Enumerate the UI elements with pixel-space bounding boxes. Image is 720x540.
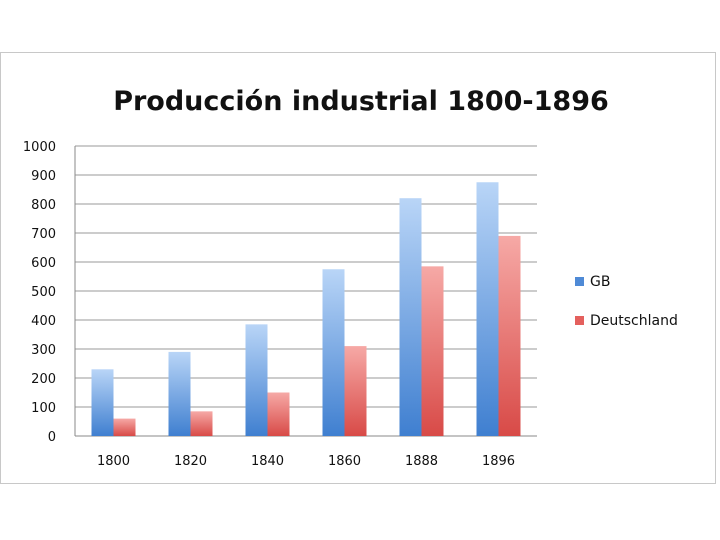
y-axis-ticks: 0 100 200 300 400 500 600 700 800 900 1000	[23, 140, 56, 445]
y-tick-label: 700	[31, 227, 56, 242]
legend-swatch	[575, 277, 584, 286]
y-tick-label: 0	[48, 430, 56, 445]
x-tick-label: 1800	[97, 454, 130, 469]
y-tick-label: 800	[31, 198, 56, 213]
bar-deutschland	[113, 418, 136, 436]
y-tick-label: 1000	[23, 140, 56, 155]
x-tick-label: 1896	[482, 454, 515, 469]
bar-deutschland	[344, 346, 367, 436]
chart-svg: Producción industrial 1800-1896 0 100 200 3…	[23, 86, 678, 469]
bar-gb	[322, 269, 345, 436]
x-axis-ticks: 1800 1820 1840 1860 1888 1896	[97, 454, 515, 469]
x-tick-label: 1888	[405, 454, 438, 469]
y-tick-label: 300	[31, 343, 56, 358]
bar-gb	[245, 324, 268, 436]
legend: GB Deutschland	[575, 274, 678, 329]
y-tick-label: 100	[31, 401, 56, 416]
chart-title: Producción industrial 1800-1896	[113, 86, 609, 117]
y-tick-label: 900	[31, 169, 56, 184]
legend-label: Deutschland	[590, 313, 678, 329]
bar-deutschland	[498, 235, 521, 436]
x-tick-label: 1860	[328, 454, 361, 469]
y-tick-label: 600	[31, 256, 56, 271]
bar-gb	[476, 182, 499, 436]
y-tick-label: 200	[31, 372, 56, 387]
legend-label: GB	[590, 274, 610, 290]
gridlines	[74, 145, 537, 437]
bar-gb	[399, 198, 422, 436]
y-tick-label: 500	[31, 285, 56, 300]
bar-deutschland	[421, 266, 444, 436]
bar-gb	[91, 369, 114, 436]
bar-deutschland	[190, 411, 213, 436]
bar-deutschland	[267, 392, 290, 436]
chart-frame: Producción industrial 1800-1896 0 100 200 3…	[0, 52, 716, 484]
bars	[91, 182, 521, 436]
x-tick-label: 1840	[251, 454, 284, 469]
y-tick-label: 400	[31, 314, 56, 329]
legend-swatch	[575, 316, 584, 325]
bar-gb	[168, 351, 191, 436]
x-tick-label: 1820	[174, 454, 207, 469]
